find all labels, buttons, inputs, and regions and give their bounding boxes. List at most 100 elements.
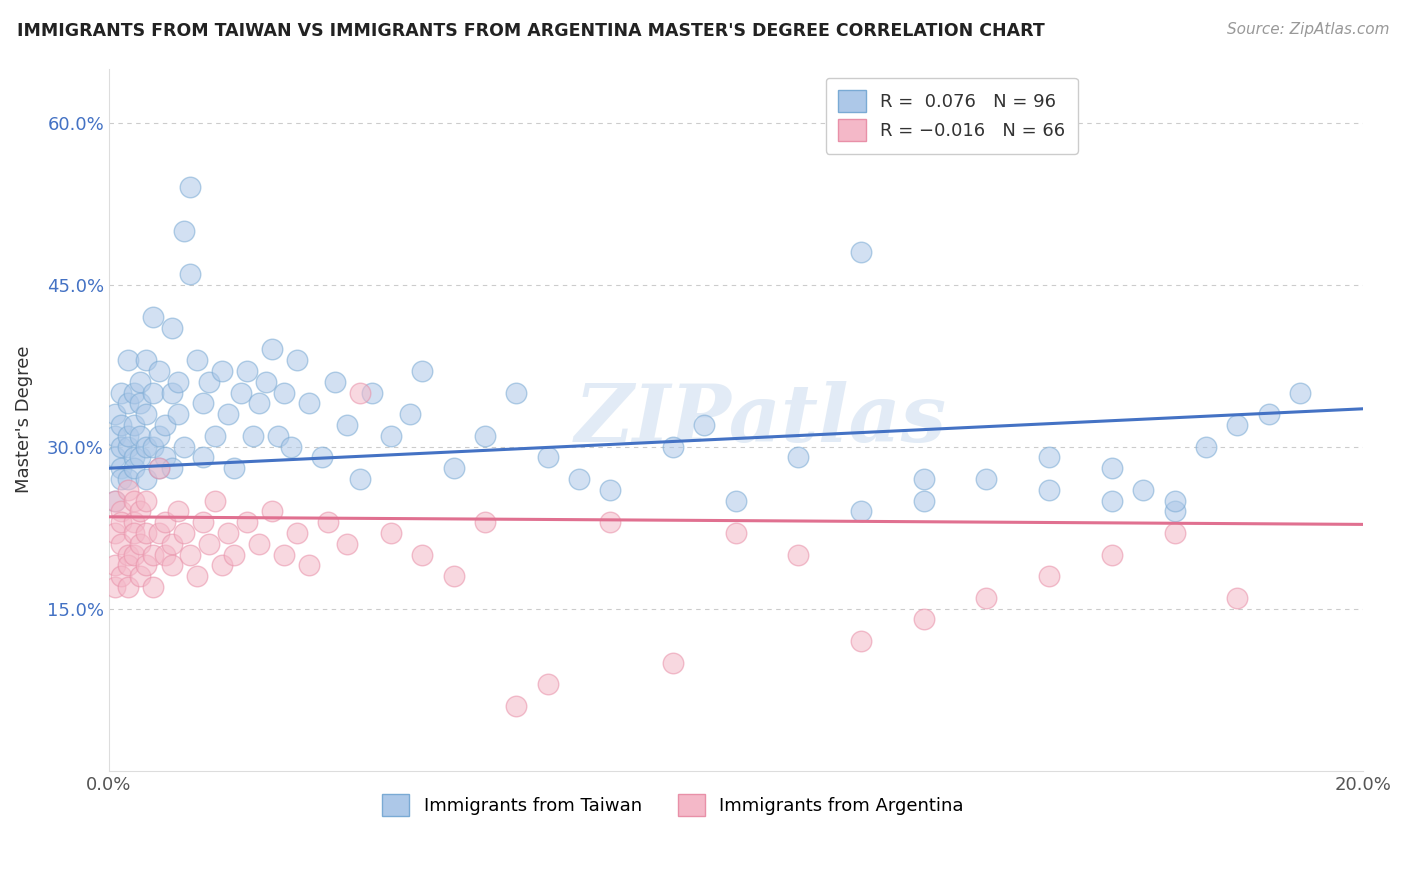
Point [1195, 440, 1218, 454]
Point [537, 677, 560, 691]
Point [662, 440, 685, 454]
Point [976, 591, 998, 605]
Point [247, 396, 270, 410]
Point [135, 493, 157, 508]
Point [104, 526, 127, 541]
Text: ZIPatlas: ZIPatlas [575, 381, 946, 458]
Point [122, 526, 145, 541]
Point [224, 548, 246, 562]
Point [148, 429, 170, 443]
Point [1038, 569, 1060, 583]
Point [129, 429, 152, 443]
Point [662, 656, 685, 670]
Text: IMMIGRANTS FROM TAIWAN VS IMMIGRANTS FROM ARGENTINA MASTER'S DEGREE CORRELATION : IMMIGRANTS FROM TAIWAN VS IMMIGRANTS FRO… [17, 22, 1045, 40]
Point [191, 396, 214, 410]
Point [260, 504, 283, 518]
Point [724, 526, 747, 541]
Point [242, 429, 264, 443]
Point [110, 569, 132, 583]
Point [361, 385, 384, 400]
Point [693, 417, 716, 432]
Point [117, 396, 139, 410]
Point [135, 472, 157, 486]
Point [122, 515, 145, 529]
Point [155, 548, 177, 562]
Point [787, 450, 810, 465]
Point [398, 407, 420, 421]
Point [148, 461, 170, 475]
Point [474, 429, 496, 443]
Point [142, 548, 165, 562]
Point [260, 343, 283, 357]
Point [155, 515, 177, 529]
Point [298, 558, 321, 573]
Point [198, 375, 221, 389]
Point [380, 526, 402, 541]
Point [135, 407, 157, 421]
Y-axis label: Master's Degree: Master's Degree [15, 346, 32, 493]
Point [142, 580, 165, 594]
Point [104, 407, 127, 421]
Point [273, 385, 295, 400]
Point [298, 396, 321, 410]
Point [443, 569, 465, 583]
Point [1163, 504, 1185, 518]
Point [204, 493, 226, 508]
Point [135, 526, 157, 541]
Point [104, 429, 127, 443]
Point [179, 267, 201, 281]
Point [117, 483, 139, 497]
Point [204, 429, 226, 443]
Point [236, 364, 259, 378]
Point [976, 472, 998, 486]
Point [186, 569, 208, 583]
Point [380, 429, 402, 443]
Point [129, 504, 152, 518]
Point [166, 375, 188, 389]
Point [117, 472, 139, 486]
Point [323, 375, 346, 389]
Point [1101, 461, 1123, 475]
Point [110, 385, 132, 400]
Legend: Immigrants from Taiwan, Immigrants from Argentina: Immigrants from Taiwan, Immigrants from … [373, 785, 973, 825]
Point [198, 537, 221, 551]
Point [474, 515, 496, 529]
Point [217, 407, 239, 421]
Point [254, 375, 277, 389]
Point [122, 417, 145, 432]
Point [217, 526, 239, 541]
Point [1257, 407, 1279, 421]
Point [1226, 591, 1249, 605]
Point [224, 461, 246, 475]
Point [179, 548, 201, 562]
Point [236, 515, 259, 529]
Text: Source: ZipAtlas.com: Source: ZipAtlas.com [1226, 22, 1389, 37]
Point [148, 526, 170, 541]
Point [160, 385, 183, 400]
Point [1101, 493, 1123, 508]
Point [166, 504, 188, 518]
Point [122, 493, 145, 508]
Point [211, 364, 233, 378]
Point [280, 440, 302, 454]
Point [1132, 483, 1154, 497]
Point [166, 407, 188, 421]
Point [191, 450, 214, 465]
Point [568, 472, 591, 486]
Point [104, 493, 127, 508]
Point [110, 504, 132, 518]
Point [179, 180, 201, 194]
Point [186, 353, 208, 368]
Point [110, 515, 132, 529]
Point [142, 310, 165, 324]
Point [849, 504, 872, 518]
Point [117, 580, 139, 594]
Point [411, 548, 433, 562]
Point [912, 472, 935, 486]
Point [110, 417, 132, 432]
Point [110, 472, 132, 486]
Point [135, 440, 157, 454]
Point [117, 440, 139, 454]
Point [285, 526, 308, 541]
Point [142, 385, 165, 400]
